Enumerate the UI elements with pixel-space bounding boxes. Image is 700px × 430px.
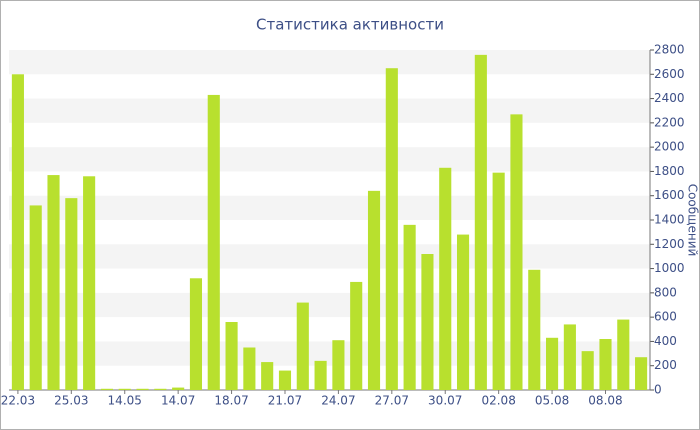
y-tick-label: 2000 xyxy=(654,140,685,154)
bar xyxy=(617,319,630,390)
bar xyxy=(635,357,648,390)
x-tick-label: 14.05 xyxy=(108,394,142,408)
bar xyxy=(474,54,487,390)
x-tick-label: 25.03 xyxy=(54,394,88,408)
y-tick-label: 600 xyxy=(654,310,677,324)
bar xyxy=(29,205,42,390)
bar xyxy=(47,175,60,390)
bar xyxy=(350,281,363,390)
bar xyxy=(367,190,381,390)
bar xyxy=(421,254,434,390)
bar xyxy=(385,68,398,390)
bar xyxy=(11,74,24,391)
bar xyxy=(492,172,505,390)
bar xyxy=(65,198,78,390)
y-tick-label: 2400 xyxy=(654,91,685,105)
bar xyxy=(278,370,292,390)
y-tick-label: 800 xyxy=(654,285,677,299)
y-tick-label: 1800 xyxy=(654,164,685,178)
bar xyxy=(456,234,470,390)
grid-band xyxy=(9,195,650,220)
bar xyxy=(136,388,149,390)
bar xyxy=(172,387,185,390)
chart-title: Статистика активности xyxy=(256,16,444,34)
grid-band xyxy=(9,50,650,75)
y-axis-label: Сообщений xyxy=(686,184,700,257)
y-tick-label: 1200 xyxy=(654,237,685,251)
bar xyxy=(546,337,559,390)
y-tick-label: 2200 xyxy=(654,115,685,129)
x-tick-label: 08.08 xyxy=(588,394,622,408)
y-tick-label: 1000 xyxy=(654,261,685,275)
bar xyxy=(439,167,452,390)
x-tick-label: 02.08 xyxy=(481,394,515,408)
bar xyxy=(261,362,274,390)
y-tick-label: 2800 xyxy=(654,43,685,57)
x-tick-label: 30.07 xyxy=(428,394,462,408)
bar xyxy=(83,176,96,390)
y-tick-label: 0 xyxy=(654,383,662,397)
x-tick-label: 22.03 xyxy=(1,394,35,408)
y-tick-label: 1400 xyxy=(654,213,685,227)
x-tick-label: 05.08 xyxy=(535,394,569,408)
y-tick-label: 200 xyxy=(654,358,677,372)
grid-band xyxy=(9,244,650,269)
y-tick-label: 1600 xyxy=(654,188,685,202)
bar xyxy=(510,114,523,390)
bar xyxy=(207,94,220,390)
bar xyxy=(243,347,256,390)
bar xyxy=(189,278,203,390)
bar xyxy=(314,360,327,390)
x-tick-label: 27.07 xyxy=(375,394,409,408)
grid-band xyxy=(9,341,650,366)
bar xyxy=(100,388,113,390)
x-tick-label: 24.07 xyxy=(321,394,355,408)
bar xyxy=(154,388,167,390)
y-tick-label: 400 xyxy=(654,334,677,348)
x-tick-label: 18.07 xyxy=(214,394,248,408)
x-tick-label: 21.07 xyxy=(268,394,302,408)
bar xyxy=(599,339,612,390)
y-tick-label: 2600 xyxy=(654,67,685,81)
bar xyxy=(403,224,416,390)
grid-band xyxy=(9,292,650,318)
bar xyxy=(581,351,594,390)
bar xyxy=(118,388,131,390)
bar xyxy=(225,322,238,390)
grid-band xyxy=(9,147,650,172)
bar xyxy=(332,340,345,390)
bar xyxy=(563,324,576,390)
bar xyxy=(296,302,309,390)
grid-band xyxy=(9,98,650,123)
x-tick-label: 14.07 xyxy=(161,394,195,408)
bar xyxy=(528,269,541,390)
